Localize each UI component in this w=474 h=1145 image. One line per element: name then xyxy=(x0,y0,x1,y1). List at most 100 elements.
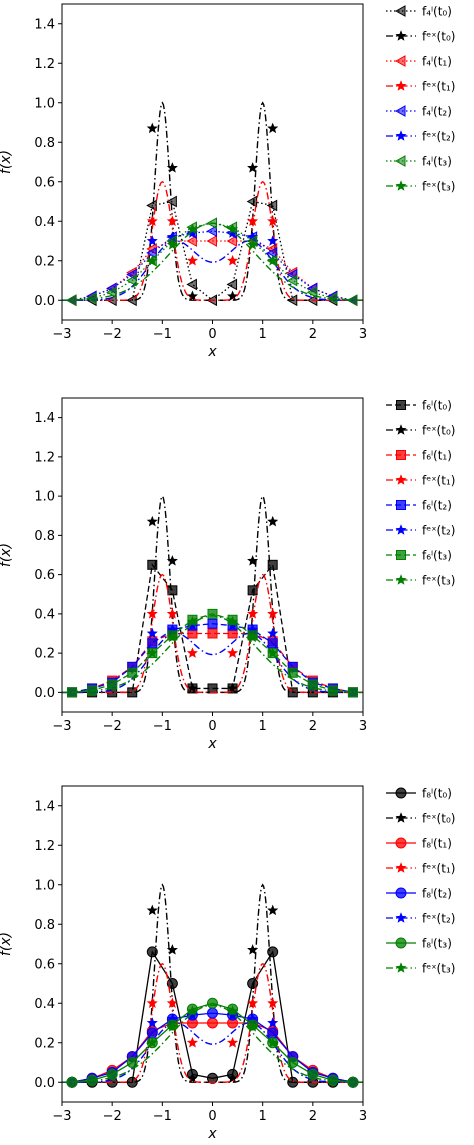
legend-label: fᵉˣ(t₁) xyxy=(422,474,455,488)
approx-point xyxy=(266,247,278,259)
approx-point xyxy=(286,274,298,287)
approx-point xyxy=(146,946,158,958)
approx-point xyxy=(287,667,298,678)
approx-line-t1 xyxy=(71,632,354,694)
approx-point xyxy=(267,946,279,958)
exact-point xyxy=(186,647,198,658)
y-tick-label: 0.6 xyxy=(34,568,55,583)
exact-curve-t0 xyxy=(62,101,363,301)
y-tick-label: 0.2 xyxy=(34,254,55,269)
x-tick-label: 2 xyxy=(309,1109,317,1124)
y-tick-label: 1.2 xyxy=(34,450,55,465)
y-axis-label: f(x) xyxy=(0,543,14,567)
legend-marker xyxy=(395,130,407,141)
approx-point xyxy=(207,608,218,619)
x-tick-label: −2 xyxy=(103,327,122,342)
legend: f₈ˡ(t₀) fᵉˣ(t₀) f₈ˡ(t₁) fᵉˣ(t₁) f₈ˡ(t₂) fᵉˣ(t… xyxy=(386,787,455,976)
approx-point xyxy=(226,235,238,247)
approx-point xyxy=(206,217,217,230)
x-tick-label: −3 xyxy=(52,327,71,342)
y-tick-label: 0.8 xyxy=(34,136,55,151)
approx-point xyxy=(107,679,118,690)
exact-point xyxy=(146,215,158,226)
exact-point xyxy=(267,904,279,916)
approx-point xyxy=(306,286,318,299)
x-tick-label: 3 xyxy=(359,327,367,342)
legend-marker xyxy=(395,937,407,949)
legend-label: f₄ˡ(t₁) xyxy=(422,55,452,69)
approx-point xyxy=(126,274,137,287)
exact-point xyxy=(166,997,178,1008)
y-tick-label: 1.4 xyxy=(34,799,55,814)
exact-point xyxy=(267,215,279,226)
legend-marker xyxy=(395,574,407,585)
y-tick-label: 0.4 xyxy=(34,607,55,622)
legend-label: fᵉˣ(t₂) xyxy=(422,912,455,926)
approx-point xyxy=(147,559,158,570)
approx-point xyxy=(327,1074,339,1086)
x-tick-label: 3 xyxy=(359,1109,367,1124)
y-tick-label: 1.0 xyxy=(34,96,55,111)
approx-point xyxy=(207,1017,218,1029)
plot-area xyxy=(62,494,363,698)
approx-point xyxy=(247,585,258,596)
exact-point xyxy=(247,162,259,173)
x-tick-label: 1 xyxy=(259,327,267,342)
exact-point xyxy=(186,1072,198,1084)
y-tick-label: 0.8 xyxy=(34,529,55,544)
approx-point xyxy=(207,997,218,1009)
x-tick-label: −2 xyxy=(103,719,122,734)
exact-point xyxy=(247,944,259,955)
exact-point xyxy=(186,290,198,302)
legend-label: f₆ˡ(t₁) xyxy=(422,449,452,463)
legend-label: f₄ˡ(t₀) xyxy=(422,5,452,19)
approx-point xyxy=(167,585,178,596)
approx-point xyxy=(186,235,197,247)
exact-curve-t1 xyxy=(62,573,363,694)
y-tick-label: 0.6 xyxy=(34,175,55,190)
exact-point xyxy=(146,1036,158,1048)
legend-marker xyxy=(396,550,406,560)
exact-point xyxy=(166,608,178,619)
approx-point xyxy=(246,195,258,208)
legend-marker xyxy=(395,962,407,973)
exact-point xyxy=(186,254,198,266)
y-tick-label: 0.4 xyxy=(34,215,55,230)
plot-area xyxy=(62,883,363,1088)
legend-marker xyxy=(395,424,407,435)
exact-point xyxy=(227,1072,239,1084)
legend-label: f₈ˡ(t₁) xyxy=(422,837,452,851)
x-tick-label: −2 xyxy=(103,1109,122,1124)
approx-point xyxy=(347,1076,359,1088)
approx-point xyxy=(66,1076,78,1088)
approx-point xyxy=(267,1027,279,1039)
exact-point xyxy=(146,627,158,639)
exact-point xyxy=(267,608,279,619)
exact-point xyxy=(227,1005,239,1016)
exact-point xyxy=(267,1017,279,1028)
legend-label: f₈ˡ(t₃) xyxy=(422,937,452,951)
approx-point xyxy=(247,978,259,989)
legend-marker xyxy=(395,912,407,923)
legend-marker xyxy=(394,55,406,67)
approx-point xyxy=(347,687,358,698)
y-tick-label: 0.6 xyxy=(34,957,55,972)
approx-point xyxy=(106,286,117,299)
exact-point xyxy=(146,1017,158,1028)
legend-label: f₄ˡ(t₂) xyxy=(422,105,452,119)
approx-point xyxy=(166,195,177,208)
legend-label: fᵉˣ(t₂) xyxy=(422,130,455,144)
approx-point xyxy=(86,292,97,305)
approx-point xyxy=(327,685,338,696)
approx-point xyxy=(146,247,157,259)
approx-point xyxy=(207,683,218,694)
exact-point xyxy=(166,944,178,955)
exact-point xyxy=(146,122,158,134)
exact-point xyxy=(166,215,178,226)
approx-point xyxy=(166,978,178,989)
approx-point xyxy=(147,638,158,649)
approx-point xyxy=(126,1057,138,1068)
exact-point xyxy=(267,515,279,527)
y-tick-label: 1.2 xyxy=(34,839,55,854)
exact-point xyxy=(146,515,158,527)
